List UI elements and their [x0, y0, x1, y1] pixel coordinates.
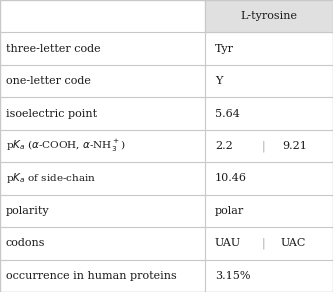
Text: codons: codons	[6, 238, 46, 248]
Text: polar: polar	[215, 206, 244, 216]
Text: one-letter code: one-letter code	[6, 76, 91, 86]
Text: UAU: UAU	[215, 238, 241, 248]
Text: occurrence in human proteins: occurrence in human proteins	[6, 271, 177, 281]
Text: 3.15%: 3.15%	[215, 271, 250, 281]
Text: Y: Y	[215, 76, 222, 86]
Text: 2.2: 2.2	[215, 141, 232, 151]
Bar	[205, 0, 333, 32]
Text: L-tyrosine: L-tyrosine	[240, 11, 297, 21]
Text: three-letter code: three-letter code	[6, 44, 101, 54]
Text: |: |	[262, 140, 266, 152]
Text: p$K_a$ ($\alpha$-COOH, $\alpha$-NH$_3^+$): p$K_a$ ($\alpha$-COOH, $\alpha$-NH$_3^+$…	[6, 138, 126, 154]
Text: 9.21: 9.21	[282, 141, 307, 151]
Text: 5.64: 5.64	[215, 109, 240, 119]
Text: polarity: polarity	[6, 206, 50, 216]
Text: |: |	[262, 238, 266, 249]
Text: Tyr: Tyr	[215, 44, 234, 54]
Text: 10.46: 10.46	[215, 173, 247, 183]
Text: p$K_a$ of side-chain: p$K_a$ of side-chain	[6, 171, 96, 185]
Text: isoelectric point: isoelectric point	[6, 109, 97, 119]
Text: UAC: UAC	[280, 238, 306, 248]
